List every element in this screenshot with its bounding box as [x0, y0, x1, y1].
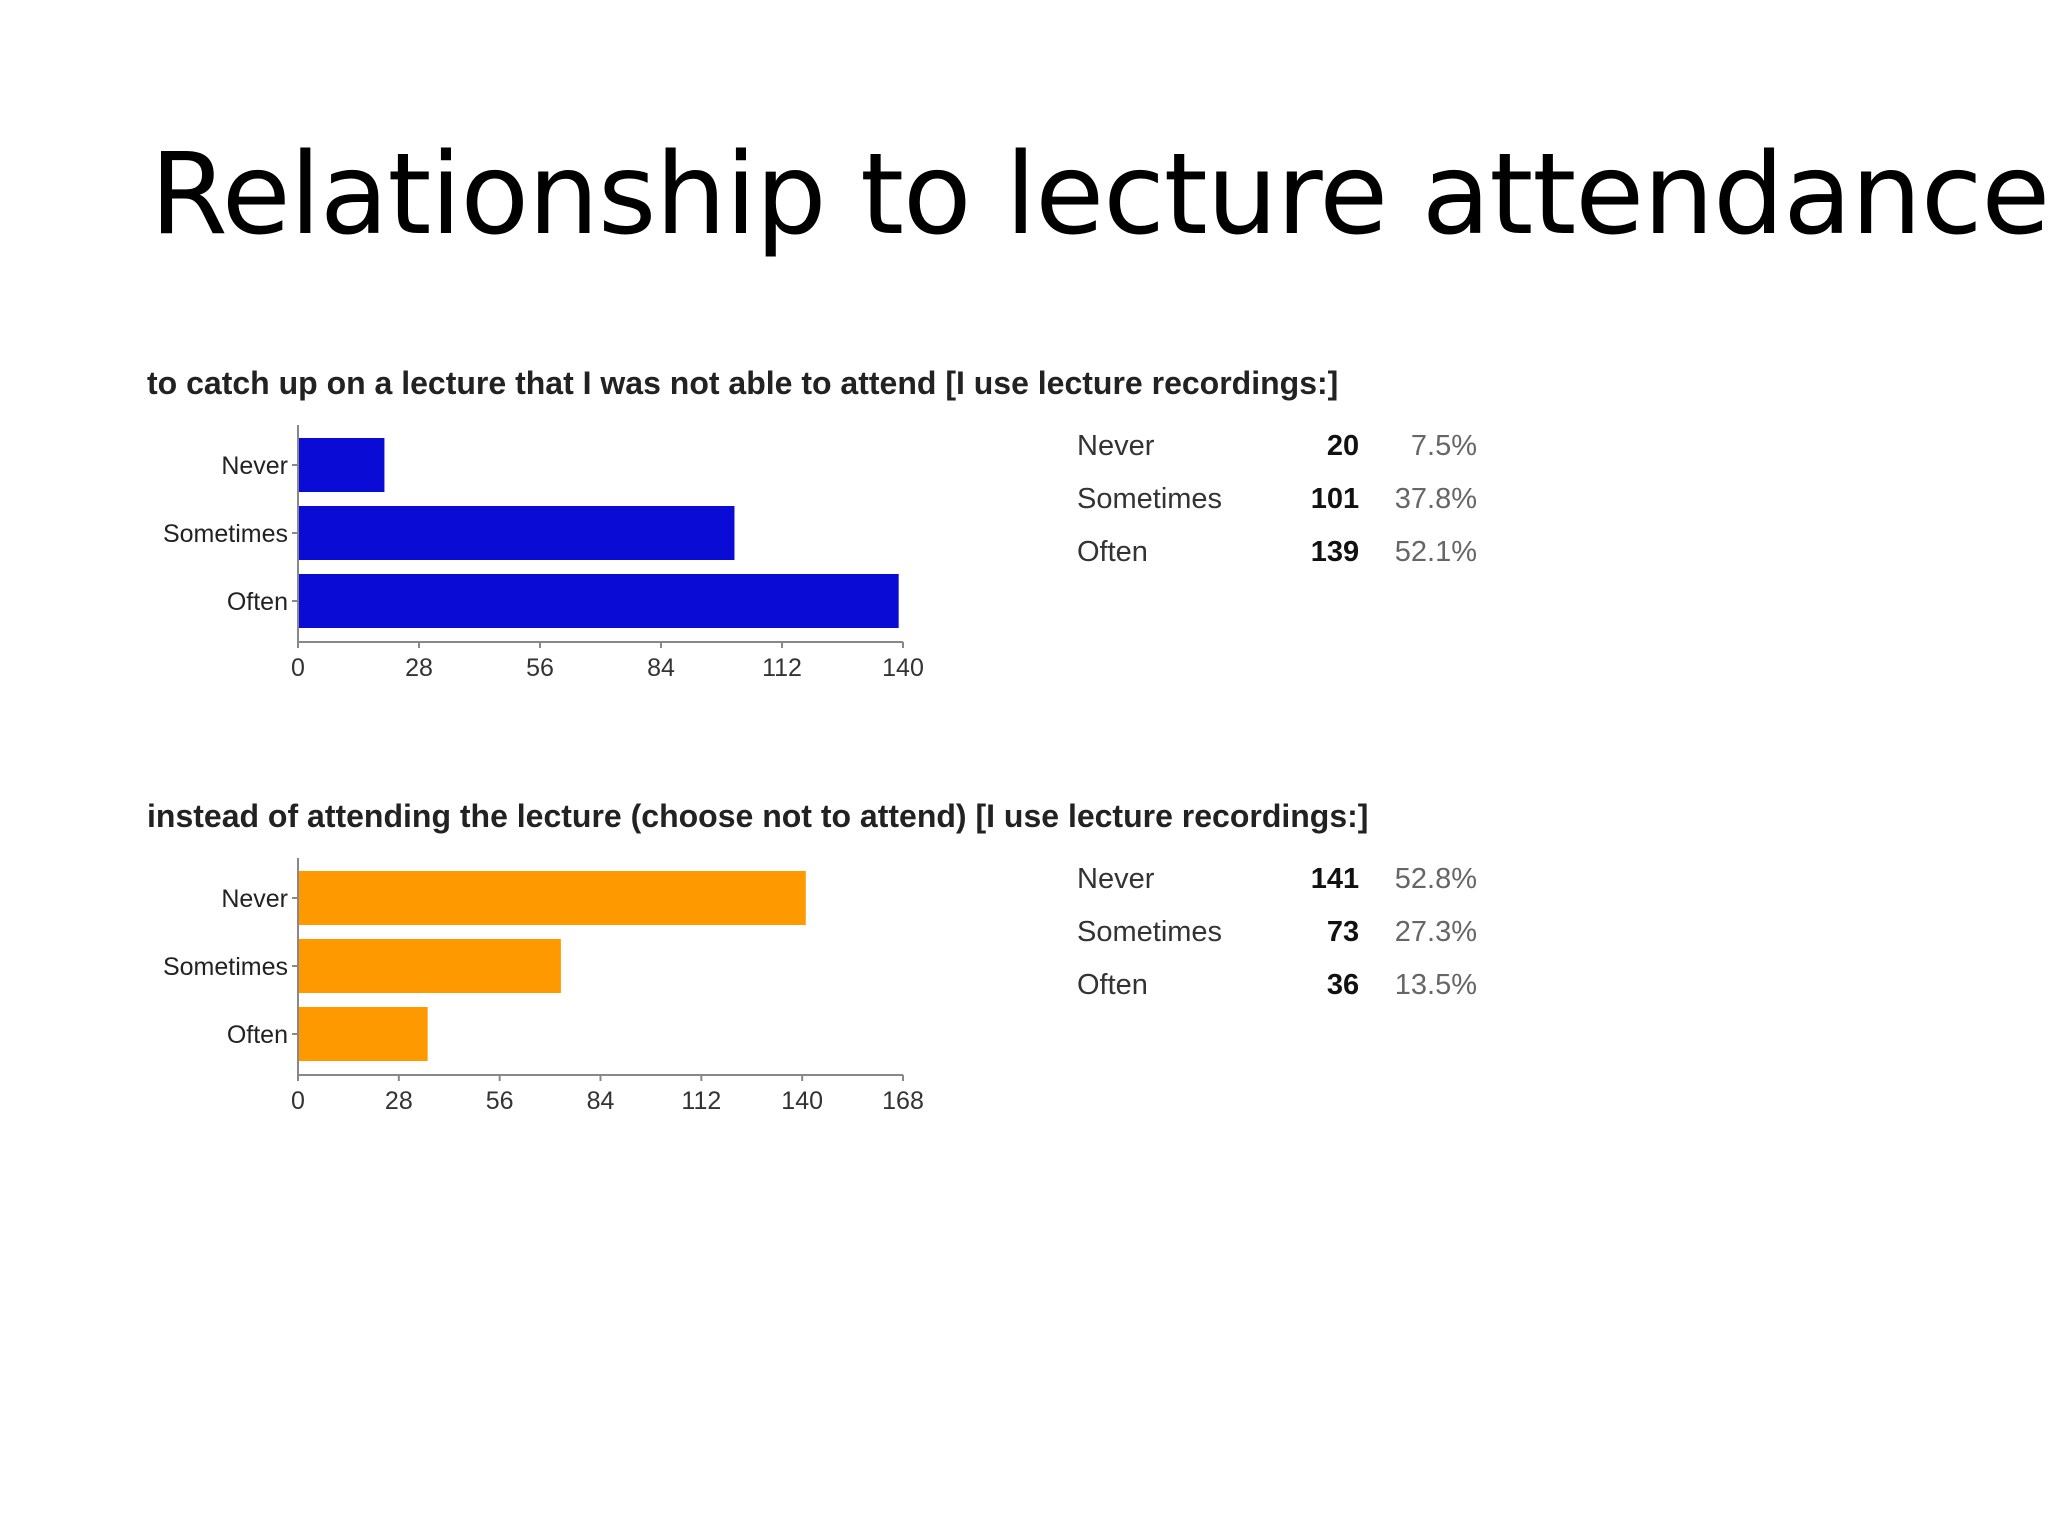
bar — [298, 438, 385, 492]
bar — [298, 871, 806, 925]
stats-row: Often 139 52.1% — [1077, 526, 1477, 579]
x-tick-label: 56 — [486, 1087, 514, 1115]
stats-row: Never 141 52.8% — [1077, 853, 1477, 906]
x-tick-label: 28 — [405, 654, 433, 682]
category-label: Never — [221, 452, 288, 480]
stats-percent: 52.8% — [1394, 863, 1477, 895]
stats-count: 36 — [1326, 969, 1360, 1001]
stats-row: Often 36 13.5% — [1077, 959, 1477, 1012]
chart-title: instead of attending the lecture (choose… — [147, 798, 1369, 834]
chart-instead-of-attending: instead of attending the lecture (choose… — [147, 798, 1477, 1218]
x-tick-label: 28 — [385, 1087, 413, 1115]
stats-percent: 7.5% — [1410, 430, 1477, 462]
stats-count: 73 — [1326, 916, 1360, 948]
x-tick-label: 84 — [647, 654, 675, 682]
chart-catch-up: to catch up on a lecture that I was not … — [147, 365, 1477, 785]
category-label: Often — [227, 1021, 288, 1049]
x-tick-label: 140 — [882, 654, 924, 682]
bar — [298, 506, 735, 560]
x-tick-label: 168 — [882, 1087, 924, 1115]
bar — [298, 574, 899, 628]
x-tick-label: 56 — [526, 654, 554, 682]
stats-label: Never — [1077, 430, 1155, 462]
stats-percent: 27.3% — [1394, 916, 1477, 948]
category-label: Sometimes — [163, 953, 288, 981]
x-tick-label: 0 — [291, 1087, 305, 1115]
stats-count: 101 — [1310, 483, 1360, 515]
bar — [298, 939, 561, 993]
stats-label: Sometimes — [1077, 916, 1223, 948]
stats-table: Never 20 7.5% Sometimes 101 37.8% Often … — [1077, 420, 1477, 579]
stats-label: Often — [1077, 969, 1148, 1001]
stats-row: Never 20 7.5% — [1077, 420, 1477, 473]
stats-count: 141 — [1310, 863, 1360, 895]
x-tick-label: 0 — [291, 654, 305, 682]
stats-percent: 37.8% — [1394, 483, 1477, 515]
category-label: Often — [227, 588, 288, 616]
x-tick-label: 84 — [587, 1087, 615, 1115]
chart-title: to catch up on a lecture that I was not … — [147, 365, 1339, 401]
category-label: Never — [221, 885, 288, 913]
x-tick-label: 112 — [681, 1087, 721, 1115]
stats-count: 139 — [1310, 536, 1360, 568]
stats-count: 20 — [1326, 430, 1360, 462]
stats-label: Never — [1077, 863, 1155, 895]
stats-row: Sometimes 73 27.3% — [1077, 906, 1477, 959]
slide-title: Relationship to lecture attendance — [150, 130, 2048, 260]
stats-label: Often — [1077, 536, 1148, 568]
stats-label: Sometimes — [1077, 483, 1223, 515]
bar-chart: Never Sometimes Often 0 28 56 84 112 140 168 — [163, 858, 924, 1115]
stats-row: Sometimes 101 37.8% — [1077, 473, 1477, 526]
bar — [298, 1007, 428, 1061]
bar-chart: Never Sometimes Often 0 28 56 84 112 140 — [163, 425, 924, 682]
x-tick-label: 140 — [781, 1087, 823, 1115]
stats-percent: 52.1% — [1394, 536, 1477, 568]
stats-percent: 13.5% — [1394, 969, 1477, 1001]
stats-table: Never 141 52.8% Sometimes 73 27.3% Often… — [1077, 853, 1477, 1012]
x-tick-label: 112 — [762, 654, 802, 682]
category-label: Sometimes — [163, 520, 288, 548]
